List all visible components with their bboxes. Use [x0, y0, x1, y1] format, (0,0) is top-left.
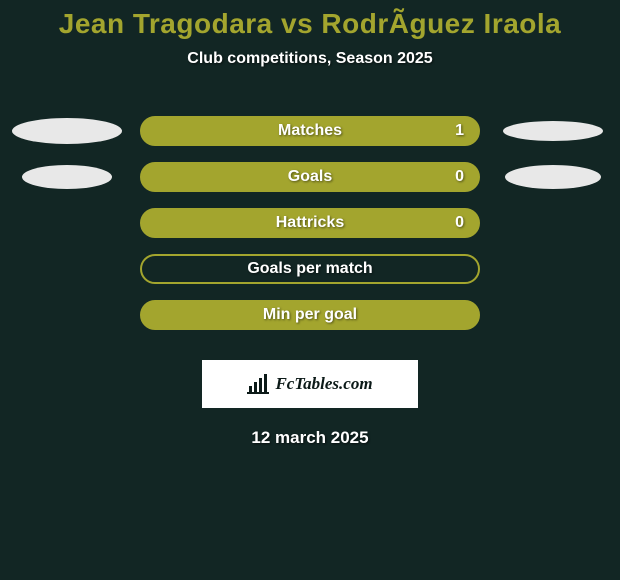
- stat-bar: Matches 1: [140, 116, 480, 146]
- stat-row-hattricks: Hattricks 0: [0, 200, 620, 246]
- attribution-text: FcTables.com: [275, 374, 372, 394]
- stat-row-goals-per-match: Goals per match: [0, 246, 620, 292]
- stat-bar: Goals per match: [140, 254, 480, 284]
- stat-bar: Goals 0: [140, 162, 480, 192]
- date-text: 12 march 2025: [0, 428, 620, 448]
- stat-value: 0: [455, 214, 464, 232]
- stat-label: Goals per match: [247, 260, 372, 278]
- player-right-ellipse: [505, 165, 601, 189]
- page-title: Jean Tragodara vs RodrÃ­guez Iraola: [0, 0, 620, 40]
- player-right-ellipse: [503, 121, 603, 141]
- stat-row-min-per-goal: Min per goal: [0, 292, 620, 338]
- attribution-badge: FcTables.com: [202, 360, 418, 408]
- left-slot: [12, 165, 122, 189]
- stat-row-goals: Goals 0: [0, 154, 620, 200]
- stat-label: Min per goal: [263, 306, 357, 324]
- stat-bar: Min per goal: [140, 300, 480, 330]
- right-slot: [498, 121, 608, 141]
- player-left-ellipse: [22, 165, 112, 189]
- player-left-ellipse: [12, 118, 122, 144]
- stat-label: Hattricks: [276, 214, 344, 232]
- stat-label: Goals: [288, 168, 332, 186]
- subtitle: Club competitions, Season 2025: [0, 50, 620, 68]
- stats-container: Matches 1 Goals 0 Hattricks 0 Goals per …: [0, 108, 620, 338]
- right-slot: [498, 165, 608, 189]
- stat-row-matches: Matches 1: [0, 108, 620, 154]
- stat-label: Matches: [278, 122, 342, 140]
- stat-value: 0: [455, 168, 464, 186]
- stat-value: 1: [455, 122, 464, 140]
- stat-bar: Hattricks 0: [140, 208, 480, 238]
- bar-chart-icon: [247, 374, 269, 394]
- left-slot: [12, 118, 122, 144]
